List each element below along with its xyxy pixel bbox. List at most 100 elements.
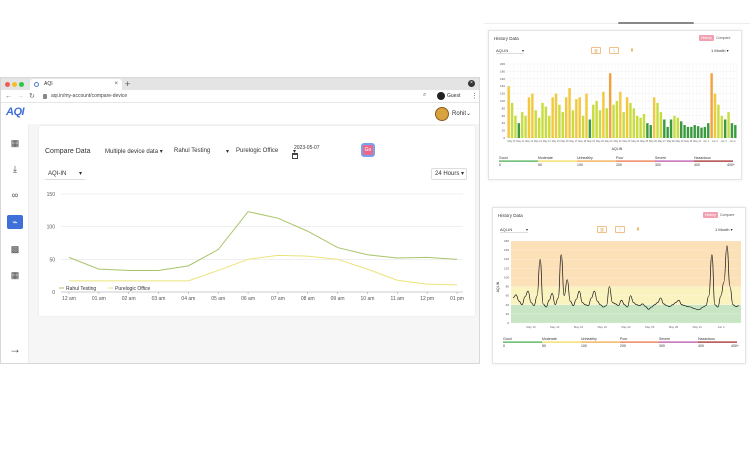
history-bar [629,102,632,138]
history-line-panel: History Data History Compare AQI-IN ▾ ▥ ⌇… [492,207,746,364]
go-button[interactable]: Go [361,143,375,157]
x-tick-label: 01 am [92,296,106,302]
user-name[interactable]: Rohit⌄ [452,111,472,117]
history-bar [680,121,683,138]
grid-icon[interactable]: ▦ [10,270,20,280]
aqi-level-label: Unhealthy [577,156,593,160]
download-icon[interactable]: ⤓ [13,164,17,174]
compare-chart-icon[interactable]: ⌁ [7,215,23,229]
link-icon[interactable]: ∞ [11,190,19,200]
line-chart-toggle-icon[interactable]: ⌇ [615,226,625,233]
window-close-icon[interactable]: × [468,80,475,87]
close-window-icon[interactable] [5,81,10,87]
history-bar [723,119,727,138]
profile-label: Guest [447,93,461,99]
aqi-level-value: 400+ [727,163,735,167]
x-tick-label: 07 am [271,296,285,302]
x-tick-label: 12 pm [420,296,434,302]
history-bar [598,110,602,138]
history-range-select[interactable]: 1 Month ▾ [711,48,729,53]
history-bar [663,119,666,138]
time-range-select[interactable]: 24 Hours ▾ [431,168,467,180]
reload-icon[interactable]: ↻ [29,93,35,100]
history-bar [642,113,646,138]
y-tick-label: 0 [503,136,505,140]
url-field[interactable]: aqi.in/my-account/compare-device [41,92,419,101]
profile-button[interactable]: Guest [437,92,460,101]
y-tick-label: 100 [47,225,56,231]
x-tick-label: Jun 1 [703,140,710,143]
aqi-level-label: Poor [616,156,624,160]
metric-select[interactable]: AQI-IN ▾ [45,168,85,180]
history-line-tab[interactable]: History [703,212,718,218]
date-input[interactable]: 2023-05-07 [294,145,320,151]
browser-tab[interactable]: AQI × [30,79,122,90]
new-tab-icon[interactable]: + [125,79,131,89]
calendar-icon[interactable] [292,153,298,159]
x-tick-label: Jun 4 [730,140,737,143]
x-tick-label: May 18 [578,140,587,143]
x-tick-label: 09 am [331,296,345,302]
aqi-level-label: Good [503,337,512,341]
history-metric-select[interactable]: AQI-IN ▾ [496,48,524,54]
qr-code-icon[interactable]: ▩ [10,244,20,254]
compare-tab[interactable]: Compare [716,36,731,40]
device-mode-select[interactable]: Multiple device data ▾ [105,149,163,155]
history-bar [710,73,713,138]
minimize-window-icon[interactable] [12,81,17,87]
line-metric-select[interactable]: AQI-IN ▾ [500,227,528,233]
history-bar [575,99,578,138]
device-1-select[interactable]: Rahul Testing ▾ [174,148,229,155]
bar-chart-toggle-icon[interactable]: ▥ [597,226,607,233]
aqi-level-swatch [503,341,542,343]
document-icon[interactable]: ▮ [636,226,640,231]
forward-icon[interactable]: → [17,93,24,100]
scroll-handle[interactable] [618,22,694,24]
history-bar [632,108,636,138]
history-line-title: History Data [498,213,523,218]
history-bar [548,115,551,138]
dashboard-icon[interactable]: ▦ [10,138,20,148]
aqi-level-label: Good [499,156,508,160]
history-bar [521,112,524,138]
address-bar: ← → ↻ aqi.in/my-account/compare-device ⌕… [1,90,479,103]
x-tick-label: 12 am [62,296,76,302]
app-header: AQI Rohit⌄ [1,104,479,124]
back-icon[interactable]: ← [5,93,12,100]
bar-chart-toggle-icon[interactable]: ▥ [591,47,601,54]
x-tick-label: May 10 [526,325,536,329]
history-bar [690,126,693,138]
aqi-level-label: Hazardous [698,337,715,341]
zoom-icon[interactable]: ⌕ [423,92,427,98]
x-tick-label: 11 am [391,296,405,302]
history-bar [649,125,652,138]
history-tab[interactable]: History [699,35,714,41]
user-avatar[interactable] [435,107,449,121]
history-bar [676,117,679,138]
history-bar [730,123,734,138]
aqi-level-label: Poor [620,337,628,341]
tab-close-icon[interactable]: × [114,81,118,87]
x-tick-label: May 22 [614,140,623,143]
logo[interactable]: AQI [6,106,25,118]
history-bar [561,112,564,138]
aqi-level-swatch [538,160,577,162]
history-bar [554,93,558,138]
history-bar [514,115,517,138]
history-bar [541,102,544,138]
line-range-select[interactable]: 1 Month ▾ [715,227,733,232]
compare-line-tab[interactable]: Compare [720,213,735,217]
x-tick-label: May 20 [596,140,605,143]
history-bar [639,117,642,138]
arrow-right-icon[interactable]: → [9,342,21,356]
browser-menu-icon[interactable]: ⋮ [471,93,478,100]
line-chart-toggle-icon[interactable]: ⌇ [609,47,619,54]
y-tick-label: 20 [506,312,510,316]
document-icon[interactable]: ▮ [630,47,634,52]
sidebar: ▦ ⤓ ∞ ⌁ ▩ ▦ → [1,124,29,363]
aqi-level-value: 400+ [731,344,739,348]
device-2-select[interactable]: Purelogic Office ▾ [236,148,296,155]
maximize-window-icon[interactable] [19,81,24,87]
history-bar [615,101,619,138]
history-line-chart: 0 20 40 60 80 100 120 140 160 180 May 10 May 13 May … [496,239,741,348]
